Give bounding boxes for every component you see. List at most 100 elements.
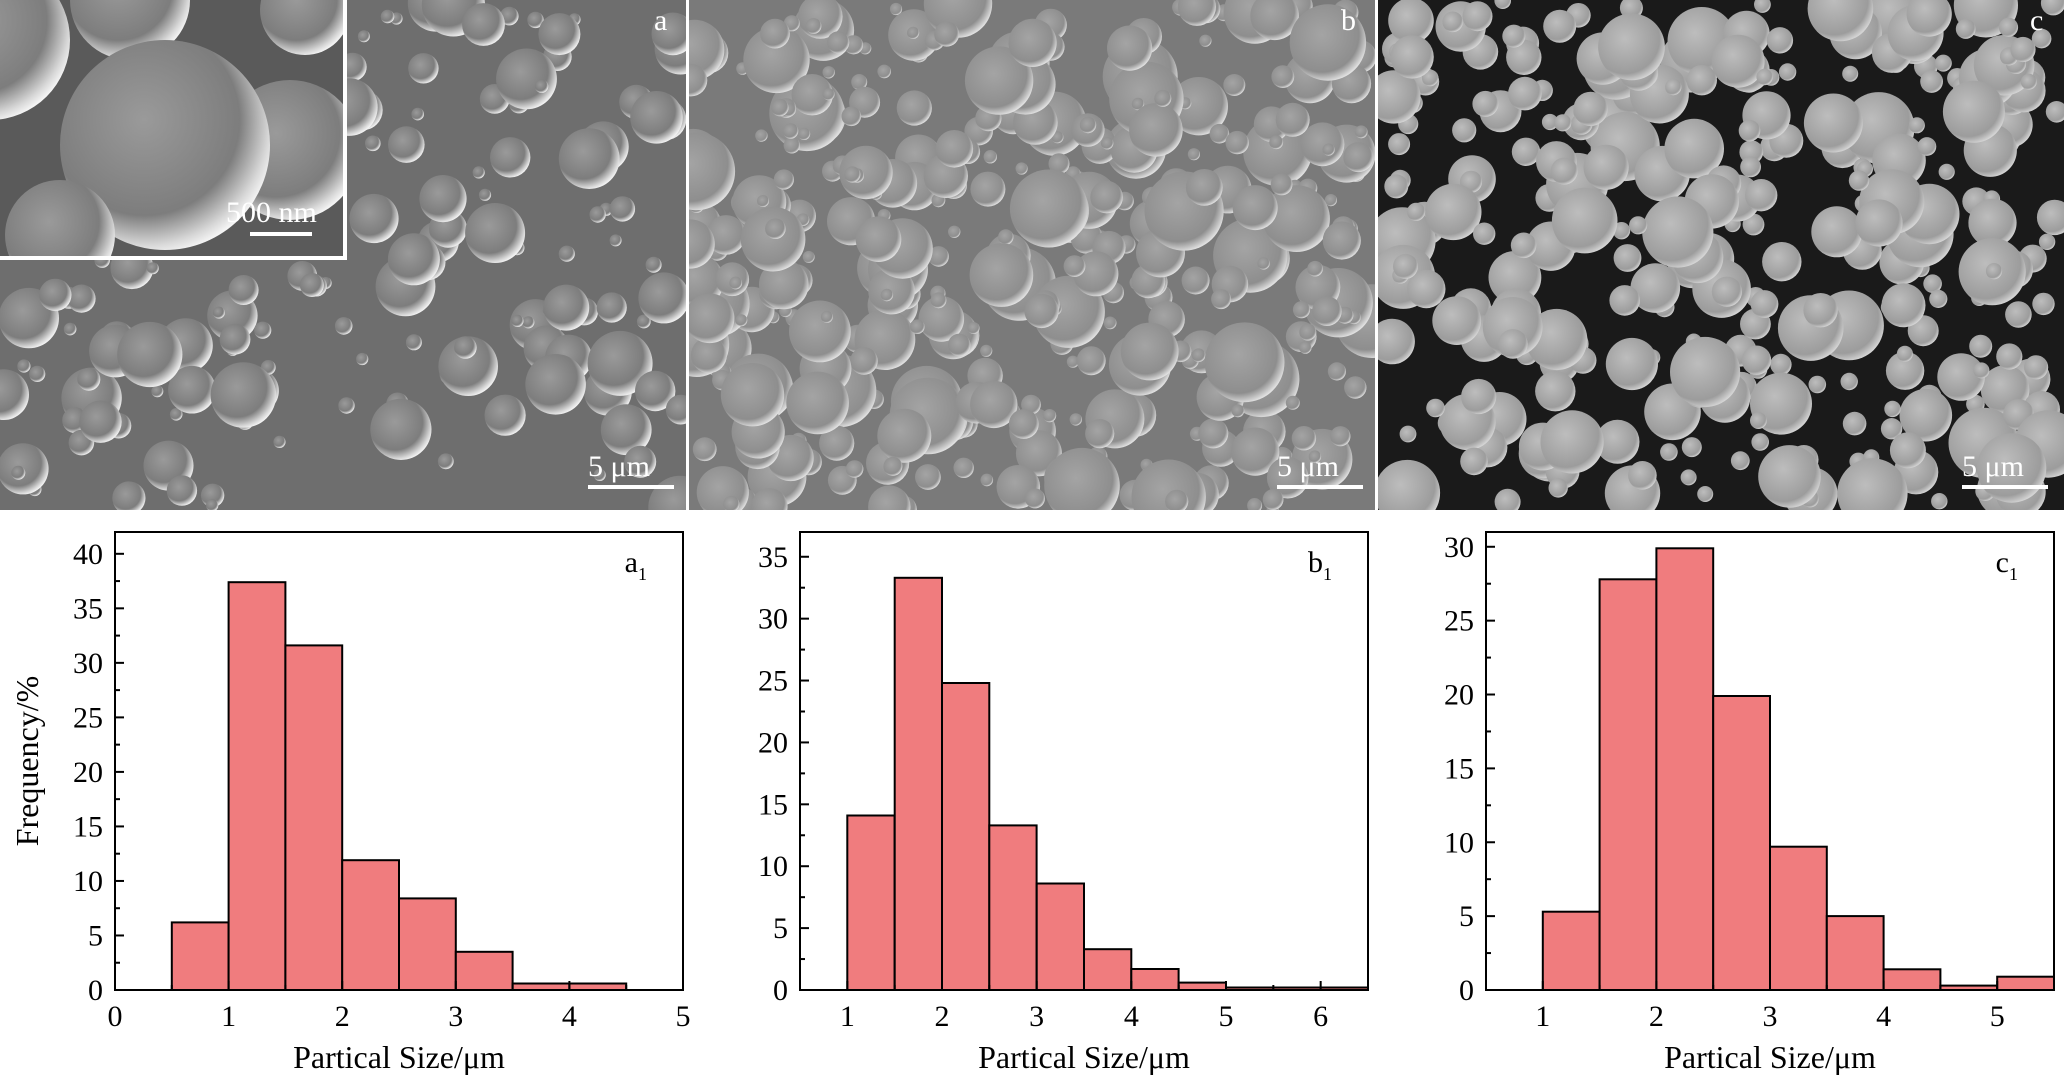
sem-particle	[1660, 443, 1678, 461]
sem-particle	[1131, 97, 1145, 111]
x-axis-label: Partical Size/μm	[293, 1039, 505, 1075]
sem-particle	[1697, 486, 1714, 502]
x-tick-label: 0	[108, 1000, 123, 1033]
histogram-a-bar	[227, 581, 287, 991]
sem-particle	[1191, 348, 1206, 363]
sem-particle	[1044, 447, 1120, 510]
sem-particle	[472, 166, 485, 179]
sem-particle	[1378, 70, 1421, 124]
sem-particle	[484, 394, 526, 436]
y-tick-label: 20	[1444, 679, 1474, 712]
sem-particle	[1670, 336, 1741, 408]
sem-panel-c: c 5 μm	[1378, 0, 2064, 510]
sem-particle	[1550, 157, 1578, 185]
sem-particle	[773, 169, 794, 190]
histogram-b-bar	[1035, 882, 1085, 991]
sem-image-b	[689, 0, 1375, 510]
sem-particle	[1275, 102, 1310, 137]
sem-particle	[630, 91, 683, 144]
sem-particle	[1472, 90, 1499, 117]
sem-particle	[1937, 353, 1985, 401]
sem-particle	[1842, 65, 1859, 82]
sem-particle	[883, 456, 903, 476]
sem-particle	[1425, 183, 1482, 241]
sem-particle	[1211, 289, 1232, 310]
sem-particle	[980, 473, 994, 487]
sem-particle	[765, 218, 786, 239]
sem-particle	[609, 234, 622, 247]
sem-particle	[1630, 263, 1681, 313]
sem-particle	[2045, 101, 2064, 123]
sem-particle	[2032, 292, 2055, 316]
sem-particle	[1969, 334, 1993, 358]
sem-particle	[771, 98, 789, 117]
sem-particle	[953, 457, 974, 478]
x-tick-label: 5	[676, 1000, 691, 1033]
sem-particle	[1051, 131, 1064, 144]
sem-particle	[2038, 233, 2056, 250]
sem-particle	[405, 334, 422, 351]
sem-particle	[254, 321, 272, 339]
sem-particle	[934, 21, 960, 47]
sem-particle	[1181, 266, 1210, 295]
sem-particle	[1770, 353, 1792, 376]
sem-particle	[1842, 411, 1867, 436]
sem-particle	[338, 397, 355, 414]
sem-particle	[596, 292, 627, 323]
sem-particle	[212, 306, 225, 319]
sem-b-scale-label: 5 μm	[1277, 450, 1339, 483]
sem-particle	[786, 371, 849, 435]
sem-particle	[1154, 89, 1172, 107]
sem-particle	[1120, 322, 1179, 381]
sem-particle	[798, 127, 811, 140]
sem-particle	[910, 319, 925, 335]
sem-particle	[380, 9, 395, 24]
histogram-b: 1 2 3 4 5 6 0 5 10 15 20 25 30 35 Partical Size/μm b1	[758, 531, 1369, 1075]
sem-particle	[462, 3, 505, 46]
sem-particle	[1906, 0, 1952, 37]
y-tick-label: 35	[73, 592, 103, 625]
sem-particle	[1247, 498, 1263, 510]
sem-particle	[907, 26, 920, 39]
sem-particle	[1209, 123, 1230, 144]
sem-particle	[219, 323, 251, 355]
sem-particle	[1766, 27, 1794, 54]
sem-particle	[980, 344, 993, 357]
sem-particle	[1848, 170, 1870, 191]
sem-particle	[782, 123, 799, 139]
y-tick-label: 0	[88, 974, 103, 1007]
sem-particle	[1090, 180, 1123, 214]
x-tick-label: 4	[1876, 1000, 1891, 1033]
sem-particle	[689, 64, 708, 97]
sem-particle	[1462, 1, 1493, 32]
sem-particle	[1330, 426, 1351, 447]
sem-particle	[743, 26, 810, 94]
sem-particle	[1923, 274, 1942, 294]
sem-particle	[1738, 119, 1761, 142]
sem-particle	[928, 246, 949, 267]
x-tick-label: 3	[1029, 1000, 1044, 1033]
sem-particle	[751, 488, 788, 510]
sem-image-c	[1378, 0, 2064, 510]
sem-particle	[1354, 125, 1368, 139]
sem-particle	[1942, 80, 2005, 143]
sem-particle	[1107, 25, 1153, 71]
sem-c-scale-label: 5 μm	[1962, 450, 2024, 483]
sem-particle	[735, 314, 748, 327]
sem-particle	[1289, 4, 1367, 81]
sem-particle	[635, 370, 676, 412]
sem-particle	[1929, 289, 1948, 308]
y-tick-label: 5	[773, 912, 788, 945]
sem-particle	[827, 31, 850, 54]
sem-particle	[723, 495, 740, 510]
y-tick-label: 0	[1459, 974, 1474, 1007]
sem-particle	[689, 293, 735, 344]
sem-image-row: 500 nm a 5 μm b 5 μm c 5 μm	[0, 0, 2064, 510]
sem-particle	[1955, 19, 1976, 39]
sem-particle	[543, 284, 590, 331]
sem-particle	[1198, 418, 1229, 449]
histogram-row: 0 1 2 3 4 5 0 5 10 15 20 25 30 35 40 Partical Size/μm Fr…	[0, 510, 2064, 1091]
y-tick-label: 30	[73, 647, 103, 680]
histogram-panel-label: a1	[625, 546, 647, 584]
sem-particle	[1511, 137, 1541, 166]
